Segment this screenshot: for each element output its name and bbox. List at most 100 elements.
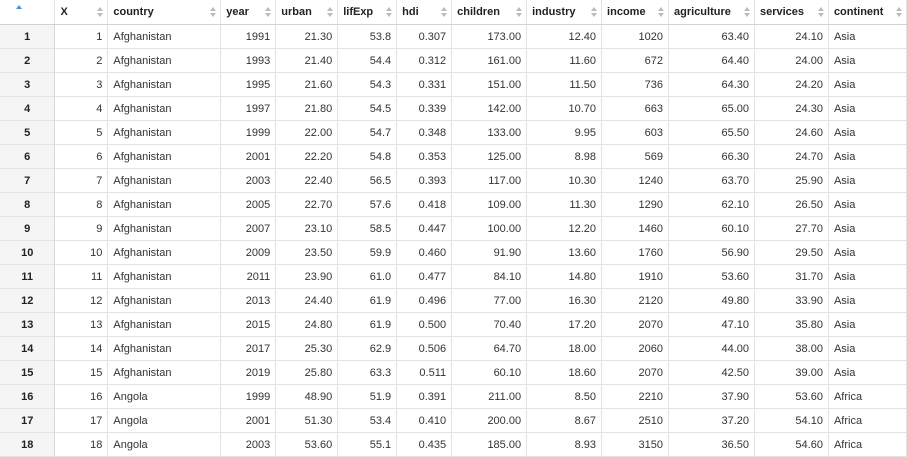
table-row[interactable]: 11 11 Afghanistan 2011 23.90 61.0 0.477 84.10 14… [0,264,907,289]
cell-continent: Asia [828,168,907,193]
table-row[interactable]: 12 12 Afghanistan 2013 24.40 61.9 0.496 77.00 16… [0,288,907,313]
sort-toggle-icon[interactable] [743,7,750,17]
cell-income: 2510 [601,408,670,433]
cell-year: 2011 [220,264,277,289]
cell-hdi: 0.496 [396,288,453,313]
cell-lifexp: 61.9 [337,312,398,337]
column-header-hdi[interactable]: hdi [396,0,453,25]
column-header-services[interactable]: services [754,0,829,25]
column-header-country[interactable]: country [107,0,222,25]
cell-agriculture: 66.30 [668,144,755,169]
cell-continent: Africa [828,384,907,409]
cell-urban: 24.80 [275,312,339,337]
column-header-industry[interactable]: industry [526,0,603,25]
cell-services: 54.10 [754,408,829,433]
table-row[interactable]: 9 9 Afghanistan 2007 23.10 58.5 0.447 100.00 12.… [0,216,907,241]
table-row[interactable]: 17 17 Angola 2001 51.30 53.4 0.410 200.00 8.67 25… [0,408,907,433]
table-row[interactable]: 16 16 Angola 1999 48.90 51.9 0.391 211.00 8.50 22… [0,384,907,409]
cell-hdi: 0.477 [396,264,453,289]
sort-toggle-icon[interactable] [441,7,448,17]
cell-continent: Asia [828,312,907,337]
row-number: 9 [0,216,56,241]
column-header-lifexp[interactable]: lifExp [337,0,398,25]
sort-toggle-icon[interactable] [265,7,272,17]
sort-toggle-icon[interactable] [658,7,665,17]
sort-toggle-icon[interactable] [210,7,217,17]
sort-toggle-icon[interactable] [896,7,902,17]
cell-continent: Asia [828,72,907,97]
table-row[interactable]: 2 2 Afghanistan 1993 21.40 54.4 0.312 161.00 11.… [0,48,907,73]
cell-country: Afghanistan [107,312,222,337]
cell-year: 1999 [220,120,277,145]
cell-children: 91.90 [451,240,528,265]
table-row[interactable]: 1 1 Afghanistan 1991 21.30 53.8 0.307 173.00 12.… [0,24,907,49]
cell-income: 1460 [601,216,670,241]
sort-ascending-icon[interactable] [16,5,22,15]
sort-toggle-icon[interactable] [817,7,824,17]
cell-urban: 21.30 [275,24,339,49]
row-number: 11 [0,264,56,289]
column-header-year[interactable]: year [220,0,277,25]
column-header-label: lifExp [343,6,374,18]
column-header-income[interactable]: income [601,0,670,25]
cell-year: 2003 [220,168,277,193]
cell-income: 663 [601,96,670,121]
cell-country: Afghanistan [107,216,222,241]
sort-toggle-icon[interactable] [516,7,523,17]
cell-continent: Asia [828,240,907,265]
cell-hdi: 0.339 [396,96,453,121]
sort-toggle-icon[interactable] [97,7,104,17]
cell-country: Afghanistan [107,264,222,289]
cell-x: 3 [54,72,109,97]
cell-lifexp: 62.9 [337,336,398,361]
table-body: 1 1 Afghanistan 1991 21.30 53.8 0.307 173.00 12.… [0,24,907,457]
cell-lifexp: 63.3 [337,360,398,385]
sort-toggle-icon[interactable] [591,7,598,17]
cell-urban: 25.30 [275,336,339,361]
table-row[interactable]: 4 4 Afghanistan 1997 21.80 54.5 0.339 142.00 10.… [0,96,907,121]
cell-income: 569 [601,144,670,169]
column-header-urban[interactable]: urban [275,0,339,25]
cell-services: 24.10 [754,24,829,49]
cell-lifexp: 54.8 [337,144,398,169]
table-row[interactable]: 10 10 Afghanistan 2009 23.50 59.9 0.460 91.90 13… [0,240,907,265]
column-header-continent[interactable]: continent [828,0,907,25]
table-row[interactable]: 6 6 Afghanistan 2001 22.20 54.8 0.353 125.00 8.9… [0,144,907,169]
row-number: 2 [0,48,56,73]
table-row[interactable]: 15 15 Afghanistan 2019 25.80 63.3 0.511 60.10 18… [0,360,907,385]
cell-income: 1240 [601,168,670,193]
cell-industry: 18.00 [526,336,603,361]
row-number: 4 [0,96,56,121]
cell-urban: 22.70 [275,192,339,217]
table-row[interactable]: 8 8 Afghanistan 2005 22.70 57.6 0.418 109.00 11.… [0,192,907,217]
cell-lifexp: 57.6 [337,192,398,217]
cell-income: 672 [601,48,670,73]
row-number-header[interactable] [0,0,56,25]
cell-year: 2013 [220,288,277,313]
cell-services: 24.60 [754,120,829,145]
table-row[interactable]: 3 3 Afghanistan 1995 21.60 54.3 0.331 151.00 11.… [0,72,907,97]
cell-children: 142.00 [451,96,528,121]
sort-toggle-icon[interactable] [327,7,334,17]
table-row[interactable]: 13 13 Afghanistan 2015 24.80 61.9 0.500 70.40 17… [0,312,907,337]
cell-country: Afghanistan [107,168,222,193]
cell-agriculture: 65.00 [668,96,755,121]
column-header-agriculture[interactable]: agriculture [668,0,755,25]
cell-country: Angola [107,408,222,433]
table-row[interactable]: 14 14 Afghanistan 2017 25.30 62.9 0.506 64.70 18… [0,336,907,361]
row-number: 17 [0,408,56,433]
cell-continent: Asia [828,24,907,49]
sort-toggle-icon[interactable] [386,7,393,17]
table-row[interactable]: 18 18 Angola 2003 53.60 55.1 0.435 185.00 8.93 31… [0,432,907,457]
cell-continent: Asia [828,288,907,313]
cell-country: Afghanistan [107,48,222,73]
cell-agriculture: 64.40 [668,48,755,73]
column-header-x[interactable]: X [54,0,109,25]
cell-children: 173.00 [451,24,528,49]
column-header-label: urban [281,6,312,18]
table-row[interactable]: 7 7 Afghanistan 2003 22.40 56.5 0.393 117.00 10.… [0,168,907,193]
table-row[interactable]: 5 5 Afghanistan 1999 22.00 54.7 0.348 133.00 9.9… [0,120,907,145]
column-header-children[interactable]: children [451,0,528,25]
cell-industry: 8.98 [526,144,603,169]
